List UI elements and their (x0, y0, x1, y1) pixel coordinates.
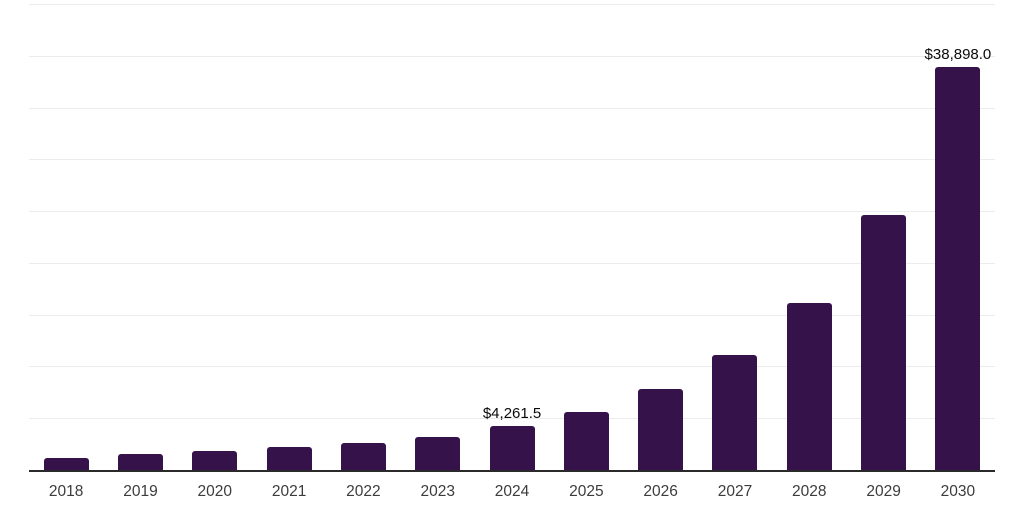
bar-2028 (786, 302, 832, 470)
x-tick-label-2019: 2019 (123, 483, 158, 500)
value-label-2024: $4,261.5 (482, 404, 542, 422)
gridline-45000 (29, 4, 995, 5)
bar-2021 (266, 446, 312, 470)
bar-slot-2018 (29, 4, 103, 470)
bar-slot-2024: $4,261.5 (475, 4, 549, 470)
gridline-20000 (29, 262, 995, 264)
x-tick-label-2029: 2029 (866, 483, 901, 500)
bar-2018 (43, 457, 89, 470)
plot-area: $4,261.5 $38,898.0 (29, 4, 995, 472)
gridline-35000 (29, 107, 995, 109)
x-tick-label-2024: 2024 (494, 483, 530, 500)
bar-slot-2019 (103, 4, 177, 470)
bar-2030 (935, 67, 981, 470)
gridline-5000 (29, 418, 995, 420)
bar-slot-2029 (846, 4, 920, 470)
x-tick-label-2028: 2028 (792, 483, 827, 500)
gridline-30000 (29, 159, 995, 161)
x-tick-label-2027: 2027 (717, 483, 753, 500)
bar-slot-2020 (178, 4, 252, 470)
bar-2029 (861, 215, 907, 470)
gridline-40000 (29, 55, 995, 57)
x-tick-label-2020: 2020 (197, 483, 233, 500)
value-label-2030: $38,898.0 (924, 46, 992, 64)
bar-2023 (415, 436, 461, 470)
gridline-15000 (29, 314, 995, 316)
bar-slot-2027 (698, 4, 772, 470)
bar-series: $4,261.5 $38,898.0 (29, 4, 995, 470)
gridline-25000 (29, 211, 995, 213)
gridline-10000 (29, 366, 995, 368)
bar-2020 (192, 451, 238, 470)
bar-slot-2030: $38,898.0 (921, 4, 995, 470)
bar-slot-2025 (549, 4, 623, 470)
x-tick-label-2022: 2022 (346, 483, 381, 500)
bar-slot-2021 (252, 4, 326, 470)
bar-2024 (489, 425, 535, 470)
x-tick-label-2030: 2030 (940, 483, 976, 500)
x-tick-label-2018: 2018 (48, 483, 84, 500)
bar-slot-2023 (401, 4, 475, 470)
bar-2019 (117, 453, 163, 470)
x-axis-tick-labels: 2018 2019 2020 2021 2022 2023 2024 2025 2026 2027… (29, 484, 995, 500)
x-tick-label-2021: 2021 (271, 483, 307, 500)
x-tick-label-2025: 2025 (569, 483, 604, 500)
x-tick-label-2023: 2023 (420, 483, 455, 500)
bar-slot-2026 (624, 4, 698, 470)
bar-2026 (638, 389, 684, 470)
bar-2025 (563, 412, 609, 470)
bar-2022 (340, 443, 386, 470)
x-tick-label-2026: 2026 (643, 483, 678, 500)
bar-slot-2028 (772, 4, 846, 470)
bar-slot-2022 (326, 4, 400, 470)
bar-2027 (712, 355, 758, 470)
